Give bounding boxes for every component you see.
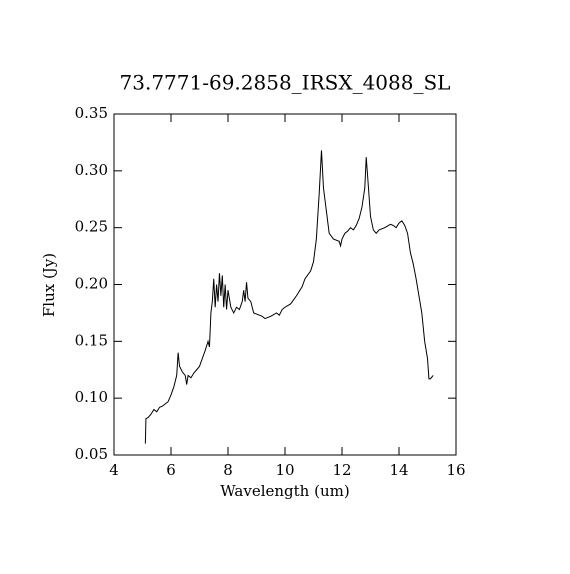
x-tick-label: 4 <box>109 461 119 479</box>
x-tick-label: 6 <box>166 461 176 479</box>
y-tick-label: 0.30 <box>75 161 108 179</box>
y-tick-label: 0.05 <box>75 445 108 463</box>
y-tick-label: 0.10 <box>75 388 108 406</box>
x-tick-label: 14 <box>389 461 408 479</box>
y-tick-label: 0.25 <box>75 218 108 236</box>
chart-title: 73.7771-69.2858_IRSX_4088_SL <box>120 71 451 95</box>
x-axis-label: Wavelength (um) <box>220 482 349 500</box>
spectrum-line <box>144 150 434 444</box>
x-tick-label: 8 <box>223 461 233 479</box>
y-tick-label: 0.35 <box>75 104 108 122</box>
x-tick-label: 10 <box>275 461 294 479</box>
x-tick-label: 16 <box>446 461 465 479</box>
y-tick-label: 0.20 <box>75 275 108 293</box>
x-tick-label: 12 <box>332 461 351 479</box>
y-axis-label: Flux (Jy) <box>40 253 58 317</box>
y-tick-label: 0.15 <box>75 331 108 349</box>
